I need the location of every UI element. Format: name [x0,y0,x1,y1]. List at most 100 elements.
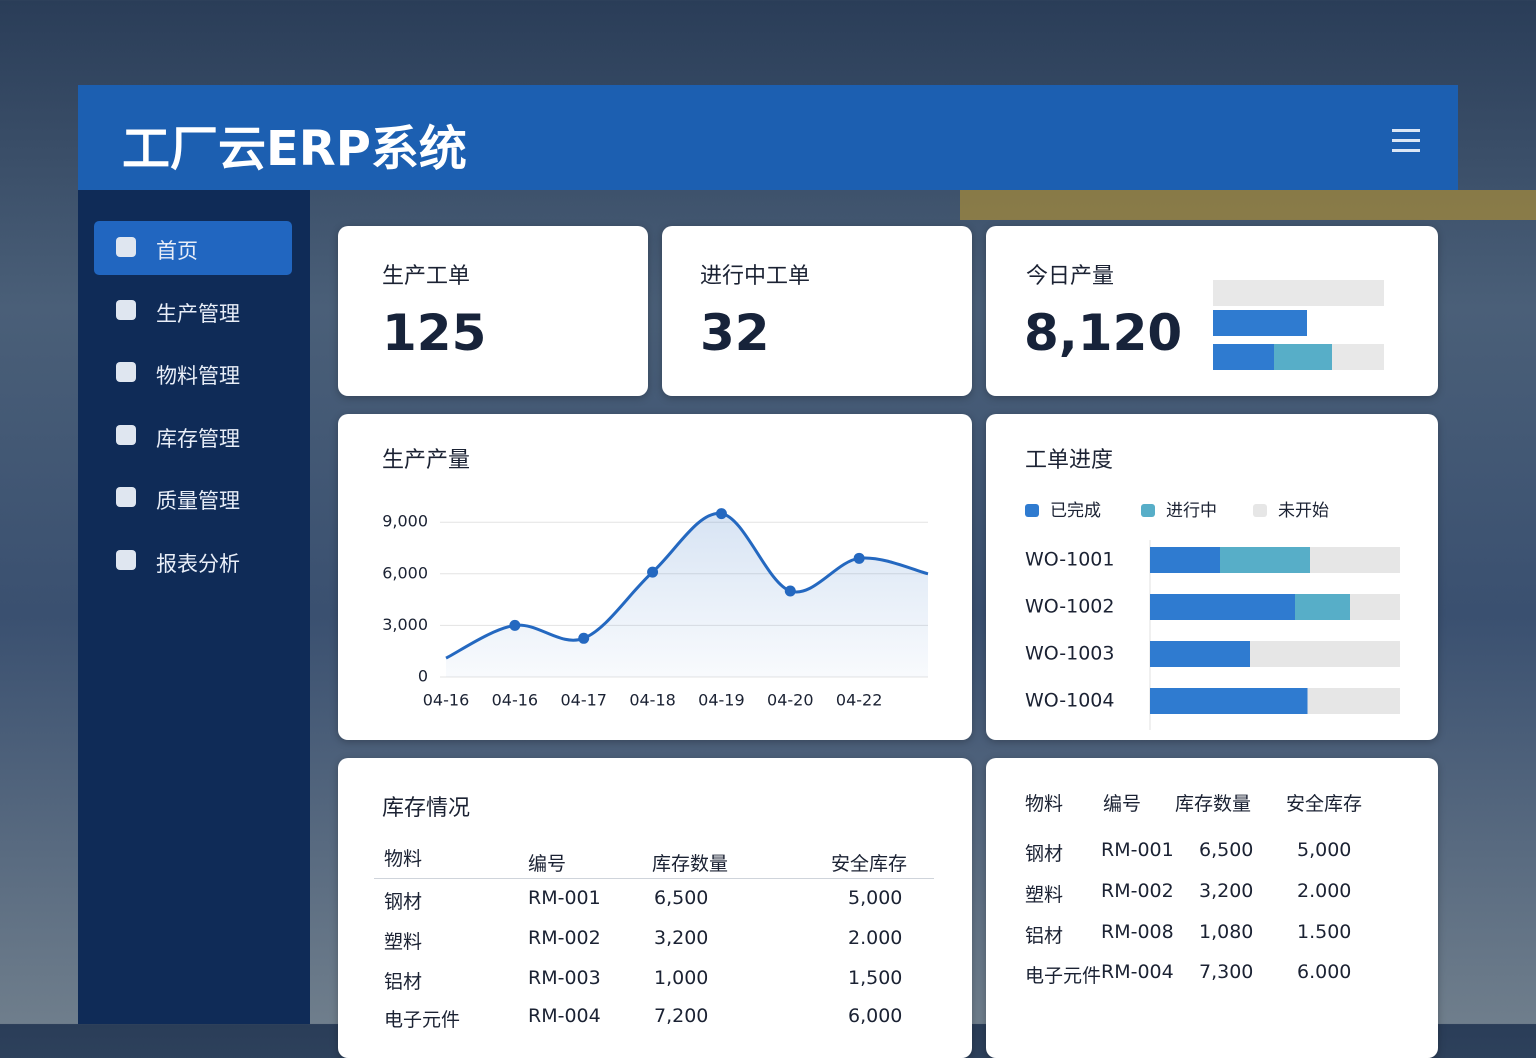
nav-icon [116,549,136,570]
app-title: 工厂云ERP系统 [122,121,467,177]
y-tick-label: 0 [418,667,428,686]
nav-icon [116,362,136,382]
nav-item[interactable]: 报表分析 [94,534,292,588]
bar-segment [1220,547,1310,573]
legend-swatch [1141,504,1155,517]
point [647,566,659,578]
bar-segment [1150,547,1220,573]
chart-card [986,414,1438,740]
table-cell: 塑料 [1025,884,1064,906]
table-cell: 钢材 [1025,843,1064,865]
table-header: 物料 [1025,793,1064,815]
nav-item[interactable]: 库存管理 [94,409,292,463]
table-cell: 1,500 [848,967,903,989]
table-cell: 5,000 [848,887,903,909]
point [578,632,590,644]
table-cell: 5,000 [1297,839,1352,861]
nav-label: 首页 [156,239,198,263]
table-cell: 塑料 [384,931,423,953]
bar-segment [1350,594,1400,620]
chart-title: 工单进度 [1025,448,1113,473]
kpi-card: 生产工单 125 [338,226,648,396]
table-cell: 7,200 [654,1005,709,1027]
x-tick-label: 04-20 [767,691,814,710]
table-cell: RM-004 [528,1005,601,1027]
kpi-value: 32 [700,304,770,362]
point [509,619,521,631]
kpi-label: 进行中工单 [700,264,811,289]
table-cell: 7,300 [1199,961,1254,983]
table-card: 库存情况 物料 编号 库存数量 安全库存 钢材 RM-001 6,500 5,000 塑料 RM-… [338,758,972,1058]
x-tick-label: 04-16 [423,691,470,710]
table-header: 安全库存 [831,853,908,875]
table-header: 库存数量 [652,853,729,875]
page: 工厂云ERP系统 首页生产管理物料管理库存管理质量管理报表分析 生产工单 125… [0,0,1536,1031]
bar-segment [1250,641,1400,667]
sidebar: 首页生产管理物料管理库存管理质量管理报表分析 [78,190,310,1024]
nav-icon [116,487,136,507]
nav-label: 生产管理 [156,301,240,326]
x-tick-label: 04-19 [698,691,745,710]
y-tick-label: 3,000 [382,615,428,634]
table-cell: 电子元件 [1025,965,1102,987]
decor-bar [1213,344,1274,370]
table-cell: RM-001 [1101,839,1174,861]
bar-segment [1310,547,1400,573]
kpi-label: 生产工单 [382,264,471,289]
x-tick-label: 04-16 [492,691,539,710]
table-cell: 6.000 [1297,961,1352,983]
legend-swatch [1025,504,1039,517]
table-cell: 6,000 [848,1005,903,1027]
table-cell: RM-008 [1101,921,1174,943]
background [960,190,1536,220]
x-tick-label: 04-18 [629,691,676,710]
legend-label: 进行中 [1166,501,1217,521]
nav-icon [116,237,136,257]
table-header: 编号 [1103,793,1142,815]
point [784,585,796,597]
table-header: 编号 [528,853,567,875]
nav-label: 库存管理 [156,426,240,451]
bar-segment [1150,688,1308,714]
kpi-card: 今日产量 8,120 [986,226,1438,396]
decor-bar [1213,280,1384,306]
x-tick-label: 04-17 [560,691,607,710]
x-tick-label: 04-22 [836,691,883,710]
legend-swatch [1253,504,1267,517]
decor-bar [1274,344,1332,370]
nav-label: 报表分析 [156,551,240,576]
nav-item[interactable]: 质量管理 [94,471,292,525]
point [853,552,865,564]
table-cell: 3,200 [1199,880,1254,902]
nav-item[interactable]: 生产管理 [94,284,292,338]
nav-icon [116,424,136,445]
table-cell: RM-001 [528,887,601,909]
bar-segment [1295,594,1350,620]
table-header: 库存数量 [1175,793,1252,815]
bar-segment [1150,641,1250,667]
table-cell: RM-002 [1101,880,1174,902]
decor-bar [1213,310,1307,336]
nav-item[interactable]: 首页 [94,221,292,275]
kpi-value: 8,120 [1024,304,1183,362]
table-cell: 铝材 [384,971,423,993]
table-cell: 3,200 [654,927,709,949]
header: 工厂云ERP系统 [78,85,1458,190]
nav-label: 质量管理 [156,489,240,513]
legend-label: 未开始 [1278,501,1329,521]
nav-icon [116,299,136,320]
nav-label: 物料管理 [156,364,240,388]
table-cell: 6,500 [654,887,709,909]
table-cell: RM-004 [1101,961,1174,983]
table-header: 物料 [384,848,423,870]
nav-item[interactable]: 物料管理 [94,346,292,400]
table-cell: RM-002 [528,927,601,949]
line [445,512,929,660]
menu-button[interactable] [1392,129,1420,159]
kpi-label: 今日产量 [1026,264,1115,289]
divider [374,878,934,879]
table-cell: 1.500 [1297,921,1352,943]
charts-overlay: 生产产量 0 3,000 6,000 9,000 04-16 04-16 04-17 04-18… [382,448,1400,730]
table-cell: 2.000 [848,927,903,949]
table-cell: 2.000 [1297,880,1352,902]
